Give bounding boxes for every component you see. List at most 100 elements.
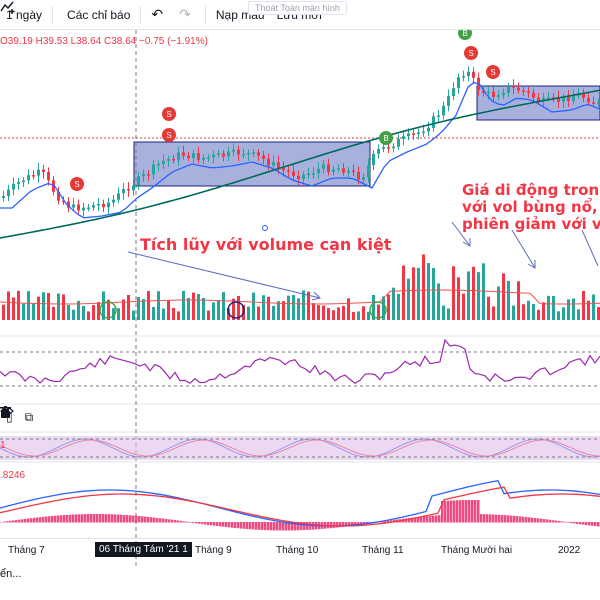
macd-histogram-bar: [6, 521, 9, 523]
volume-marker[interactable]: [227, 301, 245, 319]
indicators-button[interactable]: Các chỉ báo: [0, 0, 136, 30]
candle-body: [27, 175, 30, 181]
signal-badges[interactable]: S S S B B S S: [70, 30, 500, 191]
candle-body: [197, 153, 200, 161]
undo-button[interactable]: ↶: [145, 0, 173, 30]
macd-histogram-bar: [411, 517, 414, 523]
candle-body: [387, 147, 390, 149]
macd-histogram-bar: [183, 521, 186, 523]
status-text: ển...: [0, 568, 22, 580]
volume-bar: [437, 283, 440, 320]
macd-histogram-bar: [231, 522, 234, 528]
arrow-head[interactable]: [527, 260, 536, 269]
timeframe-button[interactable]: 1 ngày: [0, 0, 48, 30]
macd-histogram-bar: [78, 514, 81, 523]
macd-pane[interactable]: [0, 479, 600, 531]
anchor-point[interactable]: [262, 225, 268, 231]
macd-histogram-bar: [285, 522, 288, 531]
candle-body: [592, 102, 595, 104]
macd-histogram-bar: [228, 522, 231, 528]
volume-bar: [507, 280, 510, 320]
sell-signal[interactable]: S: [162, 128, 176, 142]
redo-button[interactable]: ↷: [173, 0, 201, 30]
time-label: Tháng 7: [8, 545, 45, 556]
candle-body: [137, 176, 140, 186]
arrow-line[interactable]: [127, 251, 321, 299]
volume-bar: [587, 300, 590, 320]
volume-bar: [527, 300, 530, 320]
candle-body: [432, 116, 435, 128]
chart-svg[interactable]: S S S B B S S: [0, 30, 600, 568]
volume-bar: [472, 266, 475, 320]
arrow-head[interactable]: [311, 291, 321, 301]
annotation-accumulation[interactable]: Tích lũy với volume cạn kiệt: [140, 235, 392, 254]
candle-body: [47, 172, 50, 181]
sell-signal[interactable]: S: [70, 177, 84, 191]
macd-histogram-bar: [579, 522, 582, 525]
macd-histogram-bar: [129, 515, 132, 523]
undo-icon: ↶: [151, 6, 164, 22]
macd-histogram-bar: [198, 522, 201, 524]
sell-signal[interactable]: S: [162, 107, 176, 121]
macd-histogram-bar: [294, 522, 297, 531]
macd-histogram-bar: [522, 516, 525, 523]
top-toolbar: 1 ngày Các chỉ báo ↶ ↷ Nạp mẫu Lưu mới T…: [0, 0, 600, 30]
candle-body: [467, 71, 470, 77]
arrow-head[interactable]: [462, 238, 471, 247]
macd-histogram-bar: [447, 500, 450, 523]
volume-marker[interactable]: [369, 301, 387, 319]
volume-bar: [467, 271, 470, 320]
volume-bar: [362, 306, 365, 320]
candle-body: [192, 153, 195, 159]
candle-body: [102, 203, 105, 208]
volume-marker[interactable]: [99, 301, 117, 319]
copy-icon[interactable]: ⧉: [24, 409, 34, 424]
candle-body: [512, 86, 515, 88]
macd-histogram-bar: [15, 520, 18, 523]
candle-body: [362, 177, 365, 180]
macd-histogram-bar: [174, 520, 177, 523]
volume-bar: [47, 292, 50, 320]
macd-histogram-bar: [156, 517, 159, 523]
buy-signal[interactable]: B: [379, 131, 393, 145]
volume-bar: [547, 295, 550, 320]
candle-body: [82, 207, 85, 211]
candle-body: [92, 205, 95, 208]
sell-signal[interactable]: S: [486, 65, 500, 79]
macd-histogram-bar: [42, 516, 45, 523]
candle-body: [422, 131, 425, 133]
candle-body: [52, 180, 55, 192]
volume-bar: [477, 272, 480, 320]
volume-bar: [502, 273, 505, 320]
arrow-line[interactable]: [581, 229, 599, 267]
candle-body: [12, 183, 15, 190]
macd-histogram-bar: [420, 516, 423, 523]
candle-body: [452, 88, 455, 97]
volume-bar: [337, 307, 340, 320]
macd-histogram-bar: [276, 522, 279, 531]
volume-bar: [352, 311, 355, 320]
annotation-arrows[interactable]: [127, 221, 599, 301]
sell-signal[interactable]: S: [464, 46, 478, 60]
volume-bars[interactable]: [0, 254, 600, 320]
macd-histogram-bar: [291, 522, 294, 531]
arrow-line[interactable]: [511, 229, 536, 269]
time-axis[interactable]: Tháng 7 06 Tháng Tám '21 1 Tháng 9 Tháng…: [0, 538, 600, 560]
accumulation-zone[interactable]: [133, 141, 371, 187]
buy-signal[interactable]: B: [458, 30, 472, 40]
macd-histogram-bar: [471, 500, 474, 523]
volume-bar: [267, 296, 270, 320]
candle-body: [322, 164, 325, 169]
volume-bar: [202, 297, 205, 320]
rsi-pane[interactable]: [0, 338, 600, 385]
arrow-line[interactable]: [451, 221, 471, 247]
volume-bar: [377, 304, 380, 320]
macd-histogram-bar: [69, 514, 72, 523]
volume-bar: [237, 295, 240, 320]
candles-layer[interactable]: [2, 66, 600, 217]
annotation-price-move[interactable]: Giá di động tron với vol bùng nổ, phiên …: [462, 182, 600, 233]
volume-bar: [512, 305, 515, 320]
chart-area[interactable]: S S S B B S S O39.19 H39.53 L38.64 C38.6…: [0, 30, 600, 568]
candle-body: [507, 86, 510, 93]
macd-histogram-bar: [555, 520, 558, 523]
